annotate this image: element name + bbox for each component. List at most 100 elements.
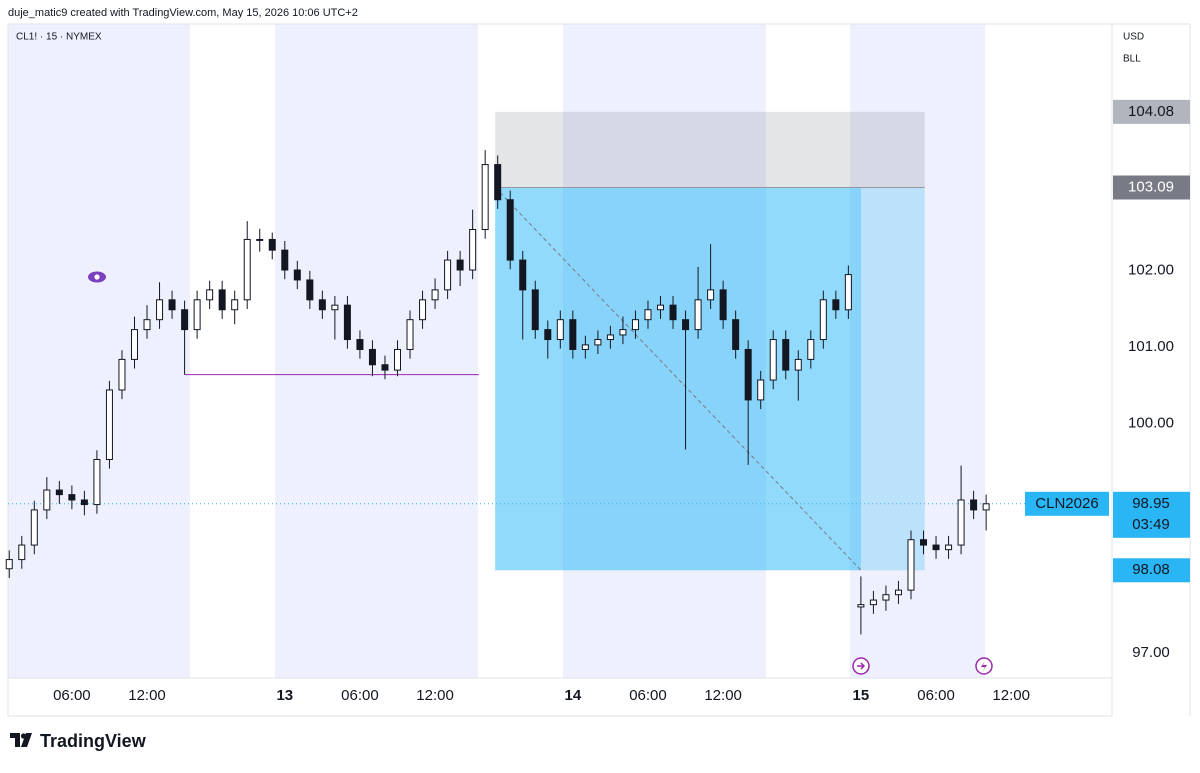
candle-body bbox=[469, 229, 477, 271]
candle-body bbox=[55, 489, 63, 496]
countdown-label: 03:49 bbox=[1132, 516, 1170, 533]
candle-body bbox=[494, 164, 502, 201]
candle-body bbox=[606, 334, 614, 341]
candle-body bbox=[882, 594, 890, 601]
candle-body bbox=[419, 299, 427, 321]
candle-body bbox=[268, 238, 276, 251]
candle-body bbox=[982, 503, 990, 511]
brand-logo bbox=[10, 733, 32, 747]
stop-zone bbox=[495, 111, 925, 188]
candle-body bbox=[719, 289, 727, 321]
candle-body bbox=[181, 309, 189, 331]
currency: USD bbox=[1123, 32, 1144, 43]
x-tick-label: 06:00 bbox=[917, 687, 955, 704]
candle-body bbox=[356, 339, 364, 350]
candle-body bbox=[757, 379, 765, 401]
eye-pupil bbox=[94, 274, 100, 280]
candle-body bbox=[193, 299, 201, 331]
event-icon[interactable] bbox=[852, 657, 870, 675]
unit: BLL bbox=[1123, 54, 1141, 65]
session-bands bbox=[8, 24, 985, 678]
candle-body bbox=[707, 289, 715, 301]
candle-body bbox=[682, 319, 690, 331]
candle-body bbox=[281, 249, 289, 271]
candle-body bbox=[293, 269, 301, 281]
candle-body bbox=[331, 304, 339, 311]
target-price-label-box bbox=[1113, 558, 1190, 583]
candle-body bbox=[381, 364, 389, 371]
candle-body bbox=[506, 199, 514, 261]
candle-body bbox=[657, 304, 665, 311]
candle-body bbox=[807, 339, 815, 360]
candle-body bbox=[819, 299, 827, 341]
session-band bbox=[563, 24, 766, 678]
brand-mark bbox=[10, 733, 32, 747]
candle-body bbox=[444, 259, 452, 291]
candle-body bbox=[932, 544, 940, 551]
x-tick-label: 14 bbox=[564, 687, 581, 704]
stop-price-label: 104.08 bbox=[1128, 103, 1174, 120]
candle-body bbox=[130, 329, 138, 360]
candle-body bbox=[68, 494, 76, 501]
entry-price-label-box bbox=[1113, 175, 1190, 200]
candle-body bbox=[80, 499, 88, 506]
candle-body bbox=[168, 299, 176, 311]
x-tick-label: 15 bbox=[853, 687, 870, 704]
event-icon[interactable] bbox=[975, 657, 993, 675]
plot: 06:00 12:00 13 06:00 12:00 14 06:00 12:00 15 06:0… bbox=[5, 99, 1190, 704]
caption: duje_matic9 created with TradingView.com… bbox=[8, 7, 358, 19]
trade-path bbox=[494, 187, 862, 571]
candle-body bbox=[569, 319, 577, 350]
event-arrow bbox=[857, 662, 866, 670]
candle-body bbox=[318, 299, 326, 311]
target-zone bbox=[495, 187, 925, 571]
candle-body bbox=[431, 289, 439, 301]
x-tick-label: 06:00 bbox=[341, 687, 379, 704]
candle-body bbox=[156, 299, 164, 321]
candle-body bbox=[5, 559, 13, 570]
candle-body bbox=[631, 319, 639, 331]
eye-icon[interactable] bbox=[88, 271, 106, 283]
candle-body bbox=[456, 259, 464, 271]
candle-body bbox=[105, 389, 113, 460]
y-tick-label: 100.00 bbox=[1128, 415, 1174, 432]
last-price-label: 98.95 bbox=[1132, 495, 1170, 512]
event-bolt bbox=[981, 661, 987, 671]
x-tick-label: 12:00 bbox=[128, 687, 166, 704]
candle-body bbox=[531, 289, 539, 331]
candle-body bbox=[544, 329, 552, 341]
candle-body bbox=[231, 299, 239, 311]
candle-body bbox=[393, 348, 401, 371]
symbol-label: CL1! · 15 · NYMEX bbox=[16, 32, 102, 43]
candle-body bbox=[744, 348, 752, 401]
candle-body bbox=[406, 319, 414, 350]
entry-price-label: 103.09 bbox=[1128, 178, 1174, 195]
x-tick-label: 13 bbox=[276, 687, 293, 704]
candle-body bbox=[794, 358, 802, 371]
y-tick-label: 101.00 bbox=[1128, 338, 1174, 355]
candle-body bbox=[907, 539, 915, 591]
candle-body bbox=[519, 259, 527, 291]
candle-body bbox=[118, 358, 126, 391]
y-tick-label: 102.00 bbox=[1128, 262, 1174, 279]
candle-body bbox=[30, 509, 38, 546]
candle-body bbox=[206, 289, 214, 301]
candle-body bbox=[732, 319, 740, 350]
candle-body bbox=[256, 238, 264, 241]
candle-body bbox=[832, 299, 840, 311]
candle-body bbox=[644, 309, 652, 321]
symbol-box bbox=[1025, 491, 1109, 516]
candle-body bbox=[957, 499, 965, 546]
candle-body bbox=[481, 164, 489, 231]
session-band bbox=[8, 24, 190, 678]
candle-body bbox=[306, 279, 314, 301]
candle-body bbox=[343, 304, 351, 341]
brand-dot bbox=[20, 733, 27, 739]
x-tick-label: 12:00 bbox=[992, 687, 1030, 704]
candle-body bbox=[782, 339, 790, 371]
candle-body bbox=[619, 329, 627, 336]
candle-body bbox=[18, 544, 26, 561]
candle-body bbox=[894, 589, 902, 596]
